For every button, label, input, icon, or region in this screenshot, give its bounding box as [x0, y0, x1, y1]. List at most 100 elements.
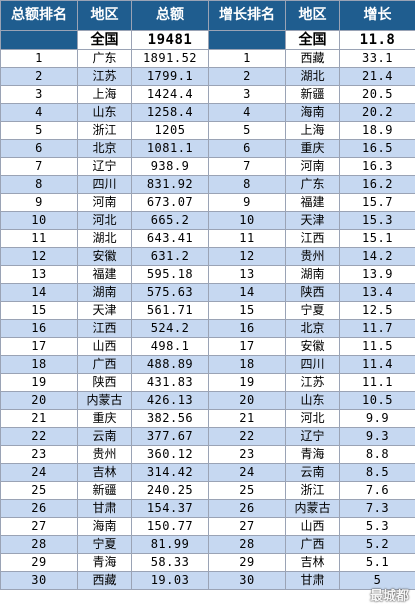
total-rank-cell: 4 [0, 103, 78, 122]
region-left-cell: 湖北 [77, 229, 132, 248]
growth-rank-cell: 9 [208, 193, 286, 212]
watermark-logo: 最城都 [369, 589, 409, 604]
growth-rank-cell: 8 [208, 175, 286, 194]
total-rank-cell: 25 [0, 481, 78, 500]
total-amount-cell: 831.92 [131, 175, 209, 194]
table-row: 10 河北 665.2 10 天津 15.3 [0, 211, 415, 230]
region-left-cell: 浙江 [77, 121, 132, 140]
table-row: 16 江西 524.2 16 北京 11.7 [0, 319, 415, 338]
region-right-cell: 云南 [285, 463, 340, 482]
growth-rank-cell: 5 [208, 121, 286, 140]
total-amount-cell: 673.07 [131, 193, 209, 212]
table-row: 1 广东 1891.52 1 西藏 33.1 [0, 49, 415, 68]
region-right-cell: 吉林 [285, 553, 340, 572]
region-right-cell: 西藏 [285, 49, 340, 68]
total-amount-cell: 1799.1 [131, 67, 209, 86]
growth-cell: 5.1 [339, 553, 415, 572]
region-left-cell: 贵州 [77, 445, 132, 464]
total-rank-cell: 30 [0, 571, 78, 590]
total-rank-cell: 29 [0, 553, 78, 572]
total-amount-cell: 595.18 [131, 265, 209, 284]
growth-rank-cell: 21 [208, 409, 286, 428]
total-amount-cell: 488.89 [131, 355, 209, 374]
region-left-cell: 内蒙古 [77, 391, 132, 410]
total-amount-cell: 360.12 [131, 445, 209, 464]
total-region-left: 全国 [77, 30, 132, 50]
total-rank-cell: 12 [0, 247, 78, 266]
table-row: 27 海南 150.77 27 山西 5.3 [0, 517, 415, 536]
total-rank-cell: 9 [0, 193, 78, 212]
growth-rank-cell: 22 [208, 427, 286, 446]
growth-rank-cell: 18 [208, 355, 286, 374]
growth-cell: 7.3 [339, 499, 415, 518]
total-amount-cell: 150.77 [131, 517, 209, 536]
growth-rank-cell: 15 [208, 301, 286, 320]
region-left-cell: 吉林 [77, 463, 132, 482]
table-row: 28 宁夏 81.99 28 广西 5.2 [0, 535, 415, 554]
region-left-cell: 重庆 [77, 409, 132, 428]
region-right-cell: 辽宁 [285, 427, 340, 446]
header-total-amount: 总额 [131, 0, 209, 31]
region-right-cell: 海南 [285, 103, 340, 122]
region-right-cell: 青海 [285, 445, 340, 464]
total-rank-cell: 24 [0, 463, 78, 482]
region-left-cell: 山东 [77, 103, 132, 122]
growth-cell: 5.2 [339, 535, 415, 554]
table-row: 18 广西 488.89 18 四川 11.4 [0, 355, 415, 374]
region-right-cell: 湖北 [285, 67, 340, 86]
growth-cell: 11.1 [339, 373, 415, 392]
table-row: 9 河南 673.07 9 福建 15.7 [0, 193, 415, 212]
table-row: 12 安徽 631.2 12 贵州 14.2 [0, 247, 415, 266]
table-row: 15 天津 561.71 15 宁夏 12.5 [0, 301, 415, 320]
growth-rank-cell: 28 [208, 535, 286, 554]
growth-rank-cell: 12 [208, 247, 286, 266]
total-amount-cell: 498.1 [131, 337, 209, 356]
growth-rank-cell: 20 [208, 391, 286, 410]
total-rank-cell: 10 [0, 211, 78, 230]
growth-rank-cell: 13 [208, 265, 286, 284]
region-right-cell: 福建 [285, 193, 340, 212]
total-amount-cell: 81.99 [131, 535, 209, 554]
total-amount-cell: 240.25 [131, 481, 209, 500]
region-right-cell: 天津 [285, 211, 340, 230]
region-left-cell: 江西 [77, 319, 132, 338]
national-total-row: 全国 19481 全国 11.8 [0, 30, 415, 50]
region-left-cell: 北京 [77, 139, 132, 158]
total-region-right: 全国 [285, 30, 340, 50]
total-rank-cell: 23 [0, 445, 78, 464]
region-right-cell: 山东 [285, 391, 340, 410]
total-amount-cell: 561.71 [131, 301, 209, 320]
growth-cell: 20.2 [339, 103, 415, 122]
table-row: 17 山西 498.1 17 安徽 11.5 [0, 337, 415, 356]
region-left-cell: 广东 [77, 49, 132, 68]
region-right-cell: 山西 [285, 517, 340, 536]
growth-rank-cell: 11 [208, 229, 286, 248]
total-amount-cell: 524.2 [131, 319, 209, 338]
region-left-cell: 四川 [77, 175, 132, 194]
total-rank-cell: 7 [0, 157, 78, 176]
region-right-cell: 内蒙古 [285, 499, 340, 518]
region-right-cell: 河南 [285, 157, 340, 176]
growth-cell: 20.5 [339, 85, 415, 104]
total-rank-cell: 26 [0, 499, 78, 518]
total-rank-cell: 22 [0, 427, 78, 446]
region-right-cell: 浙江 [285, 481, 340, 500]
growth-rank-cell: 6 [208, 139, 286, 158]
total-growth-value: 11.8 [339, 30, 415, 50]
header-growth-rank: 增长排名 [208, 0, 286, 31]
total-amount-cell: 431.83 [131, 373, 209, 392]
header-row: 总额排名 地区 总额 增长排名 地区 增长 [0, 0, 415, 31]
total-rank-cell: 19 [0, 373, 78, 392]
growth-cell: 11.4 [339, 355, 415, 374]
total-rank-cell: 16 [0, 319, 78, 338]
table-row: 5 浙江 1205 5 上海 18.9 [0, 121, 415, 140]
growth-cell: 11.5 [339, 337, 415, 356]
region-right-cell: 广东 [285, 175, 340, 194]
total-amount-cell: 314.42 [131, 463, 209, 482]
total-rank-cell: 3 [0, 85, 78, 104]
table-row: 11 湖北 643.41 11 江西 15.1 [0, 229, 415, 248]
table-body: 总额排名 地区 总额 增长排名 地区 增长 全国 19481 全国 11.8 1… [0, 0, 415, 590]
total-amount-cell: 58.33 [131, 553, 209, 572]
region-left-cell: 辽宁 [77, 157, 132, 176]
total-rank-cell: 1 [0, 49, 78, 68]
